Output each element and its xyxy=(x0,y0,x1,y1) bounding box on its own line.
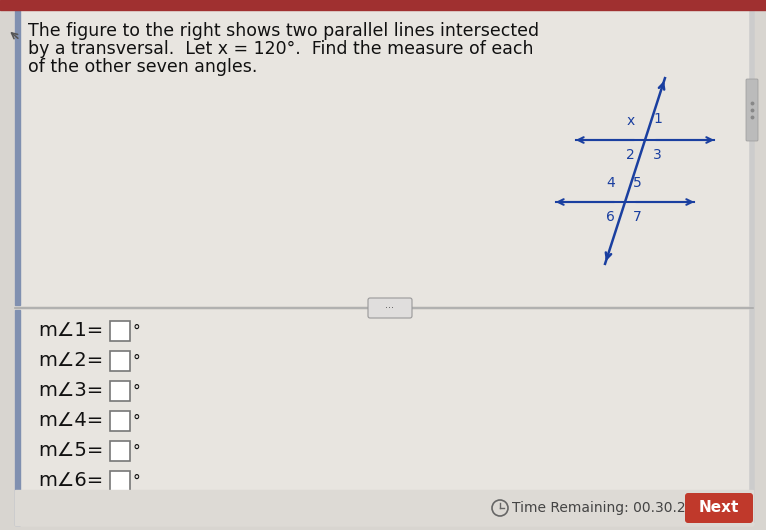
Text: m∠6=: m∠6= xyxy=(38,471,103,490)
FancyBboxPatch shape xyxy=(110,351,130,371)
FancyBboxPatch shape xyxy=(110,321,130,341)
Text: °: ° xyxy=(132,474,139,489)
Text: Time Remaining: 00.30.27: Time Remaining: 00.30.27 xyxy=(512,501,694,515)
Text: by a transversal.  Let x = 120°.  Find the measure of each: by a transversal. Let x = 120°. Find the… xyxy=(28,40,533,58)
Text: of the other seven angles.: of the other seven angles. xyxy=(28,58,257,76)
Text: 4: 4 xyxy=(606,176,615,190)
Text: Next: Next xyxy=(699,500,739,516)
Text: °: ° xyxy=(132,354,139,369)
Text: °: ° xyxy=(132,444,139,459)
Bar xyxy=(0,0,766,10)
Text: °: ° xyxy=(132,384,139,399)
FancyBboxPatch shape xyxy=(685,493,753,523)
FancyBboxPatch shape xyxy=(110,381,130,401)
Bar xyxy=(15,5,753,305)
Bar xyxy=(15,5,20,305)
FancyBboxPatch shape xyxy=(746,79,758,141)
Text: °: ° xyxy=(132,414,139,429)
Text: 5: 5 xyxy=(633,176,642,190)
Text: m∠2=: m∠2= xyxy=(38,350,103,369)
Text: The figure to the right shows two parallel lines intersected: The figure to the right shows two parall… xyxy=(28,22,539,40)
Bar xyxy=(15,310,20,525)
Text: ···: ··· xyxy=(385,303,394,313)
Text: m∠5=: m∠5= xyxy=(38,440,103,460)
FancyBboxPatch shape xyxy=(368,298,412,318)
Bar xyxy=(15,310,753,525)
Text: 6: 6 xyxy=(606,210,615,224)
Text: x: x xyxy=(627,114,635,128)
Text: 2: 2 xyxy=(627,148,635,162)
Text: m∠1=: m∠1= xyxy=(38,321,103,340)
Text: m∠3=: m∠3= xyxy=(38,381,103,400)
FancyBboxPatch shape xyxy=(110,411,130,431)
Text: m∠4=: m∠4= xyxy=(38,411,103,429)
Text: 1: 1 xyxy=(653,112,662,126)
FancyBboxPatch shape xyxy=(110,441,130,461)
Text: 3: 3 xyxy=(653,148,662,162)
FancyBboxPatch shape xyxy=(110,471,130,491)
Text: °: ° xyxy=(132,324,139,339)
Bar xyxy=(15,490,753,525)
Text: 7: 7 xyxy=(633,210,642,224)
